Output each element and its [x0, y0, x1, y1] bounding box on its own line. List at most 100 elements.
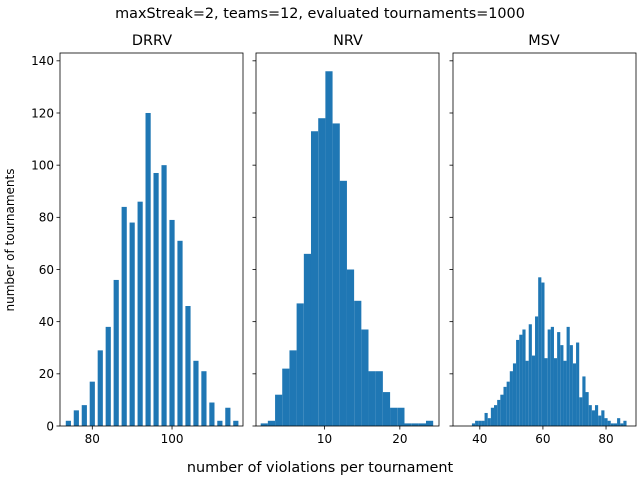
y-tick-label: 60 — [39, 263, 54, 277]
histogram-bar — [538, 277, 542, 426]
histogram-bar — [310, 131, 319, 426]
histogram-bar — [553, 358, 558, 426]
histogram-bar — [368, 371, 376, 426]
histogram-bar — [361, 329, 369, 426]
histogram-bar — [535, 316, 539, 426]
histogram-bar — [73, 410, 79, 426]
histogram-bar — [193, 360, 199, 426]
panel-nrv: NRV 10 20 — [252, 33, 440, 446]
histogram-bar — [129, 222, 135, 426]
histogram-bar — [585, 392, 589, 426]
histogram-bar — [490, 407, 495, 426]
histogram-bar — [516, 339, 520, 426]
histogram-bar — [487, 418, 491, 426]
histogram-bar — [296, 303, 304, 426]
histogram-bar — [209, 402, 215, 426]
histogram-bar — [397, 407, 405, 426]
histogram-bar — [617, 418, 621, 426]
histogram-bar — [601, 410, 605, 426]
x-tick-label: 10 — [317, 432, 332, 446]
histogram-bar — [411, 423, 419, 426]
histogram-bar — [594, 405, 599, 426]
histogram-bar — [303, 253, 312, 426]
histogram-bar — [610, 423, 614, 426]
y-tick-label: 40 — [39, 315, 54, 329]
histogram-bar — [346, 269, 355, 426]
histogram-bar — [89, 381, 95, 426]
histogram-bar — [531, 355, 536, 426]
histogram-bar — [260, 423, 268, 426]
histogram-bar — [354, 300, 362, 426]
histogram-bar — [425, 420, 434, 426]
histogram-bar — [169, 219, 175, 426]
x-tick-label: 100 — [161, 432, 184, 446]
histogram-bar — [481, 420, 485, 426]
histogram-bar — [161, 165, 167, 426]
histogram-bar — [494, 405, 498, 426]
y-tick-label: 80 — [39, 211, 54, 225]
histogram-bar — [113, 279, 119, 426]
histogram-bar — [604, 418, 608, 426]
histogram-bar — [121, 206, 127, 426]
histogram-bar — [497, 399, 501, 426]
histogram-bar — [525, 360, 529, 426]
figure-xlabel: number of violations per tournament — [187, 460, 454, 476]
histogram-bar — [572, 363, 577, 426]
histogram-bar — [569, 345, 573, 426]
x-tick-label: 40 — [472, 432, 487, 446]
histogram-bar — [275, 394, 283, 426]
histogram-bar — [607, 420, 611, 426]
histogram-bar — [145, 112, 151, 427]
histogram-bar — [613, 423, 618, 426]
histogram-bar — [547, 329, 551, 426]
y-tick-label: 100 — [31, 158, 54, 172]
y-tick-label: 20 — [39, 367, 54, 381]
histogram-bar — [97, 350, 103, 426]
x-tick-label: 80 — [598, 432, 613, 446]
panel-msv: MSV 40 60 80 — [449, 33, 637, 446]
histogram-bar — [289, 350, 297, 426]
histogram-bar — [382, 392, 391, 426]
x-tick-label: 20 — [392, 432, 407, 446]
histogram-bar — [588, 405, 592, 426]
histogram-bar — [522, 329, 526, 426]
histogram-bar — [153, 172, 159, 426]
histogram-bar — [500, 394, 504, 426]
histogram-bar — [598, 415, 602, 426]
y-tick-label: 120 — [31, 106, 54, 120]
histogram-bar — [541, 282, 545, 426]
axes-frame — [59, 52, 244, 427]
histogram-bar — [478, 420, 482, 426]
histogram-bar — [217, 420, 223, 426]
histogram-bar — [325, 71, 333, 426]
histogram-bar — [339, 180, 347, 426]
histogram-bar — [390, 407, 398, 426]
histogram-bar — [105, 326, 111, 426]
figure-ylabel: number of tournaments — [3, 169, 17, 312]
x-tick-label: 60 — [535, 432, 550, 446]
histogram-bar — [557, 332, 561, 426]
histogram-bar — [620, 423, 624, 426]
histogram-bar — [137, 201, 143, 426]
histogram-bar — [375, 371, 383, 426]
histogram-bar — [582, 376, 586, 426]
histogram-bar — [512, 363, 517, 426]
histogram-bar — [623, 420, 627, 426]
x-tick-label: 80 — [85, 432, 100, 446]
histogram-bar — [560, 345, 564, 426]
histogram-bar — [506, 381, 510, 426]
histogram-bar — [591, 410, 595, 426]
histogram-bar — [576, 342, 580, 426]
histogram-bar — [185, 306, 191, 426]
histogram-bar — [201, 371, 207, 426]
histogram-bar — [332, 123, 340, 427]
histogram-bar — [267, 420, 276, 426]
histogram-bar — [282, 368, 290, 426]
axes-frame — [452, 52, 637, 427]
histogram-bar — [177, 240, 183, 426]
panel-title: MSV — [528, 33, 560, 49]
histogram-bar — [475, 420, 479, 426]
histogram-bar — [563, 360, 567, 426]
histogram-bar — [318, 118, 326, 427]
